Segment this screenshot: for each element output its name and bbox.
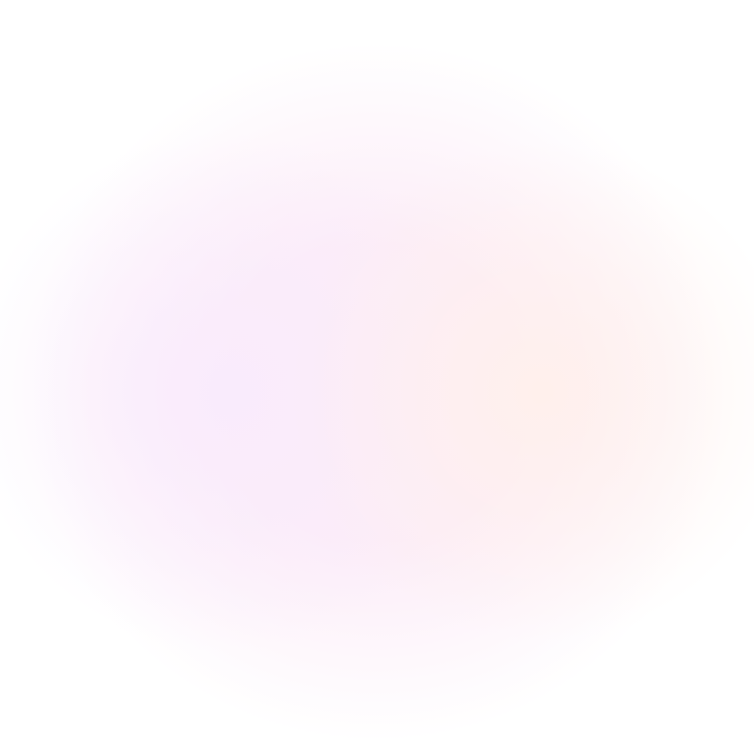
glow-layer-right — [0, 0, 754, 754]
gradient-glow-background — [0, 0, 754, 754]
